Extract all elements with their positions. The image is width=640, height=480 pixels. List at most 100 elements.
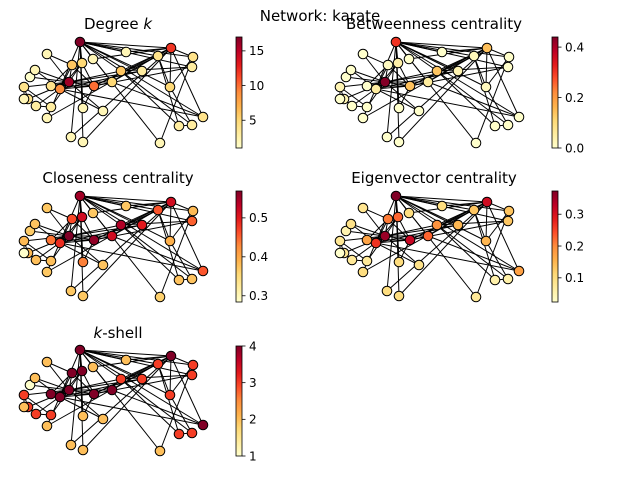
node-13 xyxy=(392,211,404,223)
node-19 xyxy=(136,373,148,385)
edge xyxy=(170,47,204,118)
edge xyxy=(436,201,488,226)
edge xyxy=(70,41,81,138)
edge xyxy=(59,88,204,118)
node-7 xyxy=(45,234,57,246)
edge xyxy=(395,195,487,242)
colorbar-tick-label: 3 xyxy=(249,376,257,390)
edge xyxy=(82,355,172,451)
node-32 xyxy=(165,350,177,362)
node-1 xyxy=(54,237,66,249)
node-23 xyxy=(480,235,492,247)
colorbar-gradient xyxy=(235,345,243,457)
node-29 xyxy=(187,205,199,217)
node-12 xyxy=(41,48,53,60)
edge xyxy=(375,242,520,272)
node-18 xyxy=(77,136,89,148)
node-16 xyxy=(334,247,346,259)
edge xyxy=(398,47,488,143)
node-18 xyxy=(77,444,89,456)
node-5 xyxy=(334,81,346,93)
edge xyxy=(79,195,172,203)
node-20 xyxy=(436,200,448,212)
node-22 xyxy=(87,361,99,373)
node-30 xyxy=(513,111,525,123)
edge xyxy=(395,41,487,88)
edge xyxy=(79,349,204,426)
colorbar-gradient xyxy=(235,190,243,303)
edge xyxy=(79,349,122,380)
node-26 xyxy=(154,291,166,303)
node-5 xyxy=(18,389,30,401)
edge xyxy=(486,201,520,272)
edge xyxy=(70,47,172,138)
edge xyxy=(386,41,397,138)
node-21 xyxy=(97,413,109,425)
edge xyxy=(485,240,509,280)
edge xyxy=(485,86,509,126)
node-16 xyxy=(18,247,30,259)
colorbar-tick-label: 10 xyxy=(249,79,264,93)
node-28 xyxy=(186,215,198,227)
edges xyxy=(23,41,204,144)
node-9 xyxy=(393,256,405,268)
node-26 xyxy=(470,137,482,149)
edge xyxy=(169,394,193,434)
edge xyxy=(436,70,509,126)
node-5 xyxy=(18,235,30,247)
node-13 xyxy=(76,57,88,69)
node-33 xyxy=(390,36,402,48)
node-14 xyxy=(65,285,77,297)
node-12 xyxy=(357,202,369,214)
edge xyxy=(120,224,180,281)
nodes xyxy=(18,344,209,457)
node-17 xyxy=(29,64,41,76)
colorbar-tick-label: 0.1 xyxy=(565,271,584,285)
edge xyxy=(79,349,172,357)
node-8 xyxy=(106,76,118,88)
node-14 xyxy=(65,131,77,143)
node-27 xyxy=(152,358,164,370)
node-23 xyxy=(164,235,176,247)
node-26 xyxy=(154,445,166,457)
panel-5: k-shell 1 2 3 4 xyxy=(18,324,257,463)
node-3 xyxy=(382,213,394,225)
edge xyxy=(169,240,193,280)
panel-1: Degree k 5 10 15 xyxy=(18,15,264,149)
edge xyxy=(486,47,520,118)
node-27 xyxy=(468,50,480,62)
node-9 xyxy=(77,256,89,268)
nodes xyxy=(18,190,209,303)
node-7 xyxy=(361,234,373,246)
panel-3: Closeness centrality 0.3 0.4 0.5 xyxy=(18,169,268,303)
edge xyxy=(120,378,193,434)
node-4 xyxy=(346,254,358,266)
edge xyxy=(68,70,122,83)
node-15 xyxy=(41,266,53,278)
node-1 xyxy=(54,391,66,403)
node-8 xyxy=(106,230,118,242)
node-28 xyxy=(502,61,514,73)
edge xyxy=(68,378,122,391)
node-19 xyxy=(136,65,148,77)
edge xyxy=(169,364,194,396)
node-29 xyxy=(503,51,515,63)
node-30 xyxy=(197,265,209,277)
node-25 xyxy=(186,427,198,439)
edge xyxy=(169,210,194,242)
node-4 xyxy=(30,254,42,266)
edge xyxy=(485,210,510,242)
edge xyxy=(395,195,438,226)
node-30 xyxy=(197,111,209,123)
edge xyxy=(159,56,194,144)
edge xyxy=(68,224,122,237)
node-31 xyxy=(431,65,443,77)
node-13 xyxy=(76,211,88,223)
edge xyxy=(120,224,193,280)
node-2 xyxy=(88,80,100,92)
node-14 xyxy=(65,439,77,451)
edge xyxy=(395,195,475,211)
colorbar-tick-label: 15 xyxy=(249,44,264,58)
node-0 xyxy=(63,76,75,88)
node-18 xyxy=(393,136,405,148)
